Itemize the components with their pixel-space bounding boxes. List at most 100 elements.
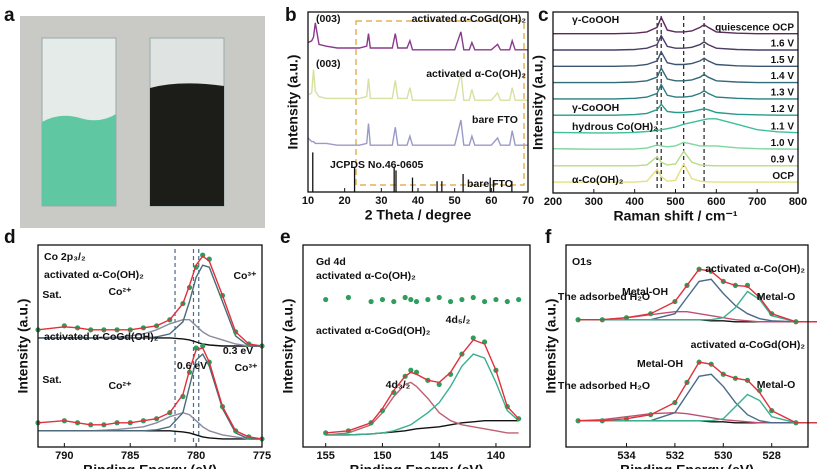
series-label: 1.6 V xyxy=(771,39,795,50)
data-point xyxy=(368,298,374,305)
black-suspension xyxy=(150,83,224,206)
data-point xyxy=(402,294,408,301)
data-point xyxy=(516,296,522,303)
x-tick-label: 30 xyxy=(375,195,387,207)
annotation: Sat. xyxy=(42,289,61,301)
annotation: Metal-OH xyxy=(637,358,683,370)
chart-panel: b 10 20 30 40 50 60 70 2 Theta / degree Intensity… xyxy=(285,5,534,223)
x-tick-label: 530 xyxy=(714,450,732,462)
chart-panel: d 790 785 780 775 Binding Energy (eV) Intensit… xyxy=(4,227,271,469)
spectrum-line xyxy=(578,290,817,323)
series-label: 0.9 V xyxy=(771,154,795,165)
annotation: bare FTO xyxy=(467,178,513,190)
series-label: 1.1 V xyxy=(771,121,795,132)
spectrum-line xyxy=(578,268,817,323)
x-tick-label: 60 xyxy=(485,195,497,207)
annotation: The adsorbed H₂O xyxy=(558,291,650,303)
spectrum-line xyxy=(325,381,519,436)
data-point xyxy=(470,294,476,301)
panel-label: a xyxy=(4,5,15,26)
x-tick-label: 780 xyxy=(187,450,205,462)
data-point xyxy=(323,296,329,303)
dashed-box xyxy=(355,20,525,186)
annotation: (003) xyxy=(316,58,341,70)
annotation: Metal-O xyxy=(757,291,796,303)
x-axis-label: 2 Theta / degree xyxy=(365,207,472,223)
plot-frame xyxy=(37,244,263,448)
annotation: γ-CoOOH xyxy=(572,14,619,26)
x-tick-label: 400 xyxy=(625,196,643,208)
annotation: activated α-Co(OH)₂ xyxy=(44,269,144,281)
annotation: Co³⁺ xyxy=(233,270,256,282)
spectrum-line xyxy=(578,393,817,424)
x-tick-label: 790 xyxy=(55,450,73,462)
x-axis-label: Binding Energy (eV) xyxy=(350,462,484,469)
annotation: α-Co(OH)₂ xyxy=(572,174,624,186)
panel-label: c xyxy=(538,5,549,26)
x-tick-label: 785 xyxy=(121,450,139,462)
x-tick-label: 528 xyxy=(763,450,781,462)
data-point xyxy=(200,343,206,349)
annotation: activated α-CoGd(OH)₂ xyxy=(316,325,431,337)
spectrum-line xyxy=(553,82,798,100)
x-axis-label: Raman shift / cm⁻¹ xyxy=(613,208,737,224)
annotation: activated α-CoGd(OH)₂ xyxy=(691,339,806,351)
annotation: γ-CoOOH xyxy=(572,102,619,114)
x-tick-label: 140 xyxy=(487,450,505,462)
annotation: Co 2p₃/₂ xyxy=(44,251,86,263)
data-point xyxy=(493,296,499,303)
annotation: Co²⁺ xyxy=(108,286,131,298)
spectrum-line xyxy=(307,69,528,101)
annotation: Co²⁺ xyxy=(108,380,131,392)
annotation: Co³⁺ xyxy=(234,362,257,374)
spectrum-line xyxy=(325,420,519,436)
annotation: 0.6 eV xyxy=(177,360,207,372)
data-point xyxy=(413,298,420,305)
annotation: (003) xyxy=(316,13,341,25)
green-suspension xyxy=(42,114,116,206)
annotation: activated α-CoGd(OH)₂ xyxy=(44,331,159,343)
series-label: 1.4 V xyxy=(771,71,795,82)
spectrum-line xyxy=(37,347,263,440)
plot-frame xyxy=(565,244,809,448)
x-tick-label: 155 xyxy=(317,450,335,462)
data-point xyxy=(459,296,465,303)
data-point xyxy=(408,367,414,373)
data-point xyxy=(470,335,476,341)
data-point xyxy=(504,298,510,305)
y-axis-label: Intensity (a.u.) xyxy=(15,299,31,394)
spectrum-line xyxy=(553,103,798,116)
annotation: hydrous Co(OH)₂ xyxy=(572,121,658,133)
panel-label: f xyxy=(545,227,552,248)
y-axis-label: Intensity (a.u.) xyxy=(285,55,301,150)
annotation: bare FTO xyxy=(472,114,518,126)
data-point xyxy=(379,296,386,303)
y-axis-label: Intensity (a.u.) xyxy=(530,55,546,150)
y-axis-label: Intensity (a.u.) xyxy=(280,299,296,394)
annotation: Metal-OH xyxy=(622,286,668,298)
plot-frame xyxy=(302,244,531,448)
series-label: OCP xyxy=(772,171,794,182)
y-axis-label: Intensity (a.u.) xyxy=(543,299,559,394)
spectrum-line xyxy=(38,352,262,440)
annotation: Metal-O xyxy=(757,379,796,391)
series-label: 1.0 V xyxy=(771,138,795,149)
x-tick-label: 70 xyxy=(522,195,534,207)
spectrum-line xyxy=(578,361,817,424)
chart-panel: e 155 150 145 140Binding Energy (eV) Intensit… xyxy=(280,227,531,469)
x-axis-label: Binding Energy (eV) xyxy=(620,462,754,469)
data-point xyxy=(436,381,442,387)
x-tick-label: 532 xyxy=(666,450,684,462)
photo xyxy=(20,16,265,228)
panel-label: e xyxy=(280,227,291,248)
x-tick-label: 145 xyxy=(430,450,448,462)
spectrum-line xyxy=(325,353,520,436)
spectrum-line xyxy=(553,162,798,183)
annotation: activated α-Co(OH)₂ xyxy=(316,270,416,282)
data-point xyxy=(436,294,442,301)
panel-label: d xyxy=(4,227,16,248)
spectrum-line xyxy=(307,119,528,146)
spectrum-line xyxy=(553,150,798,167)
spectrum-line xyxy=(307,22,528,51)
